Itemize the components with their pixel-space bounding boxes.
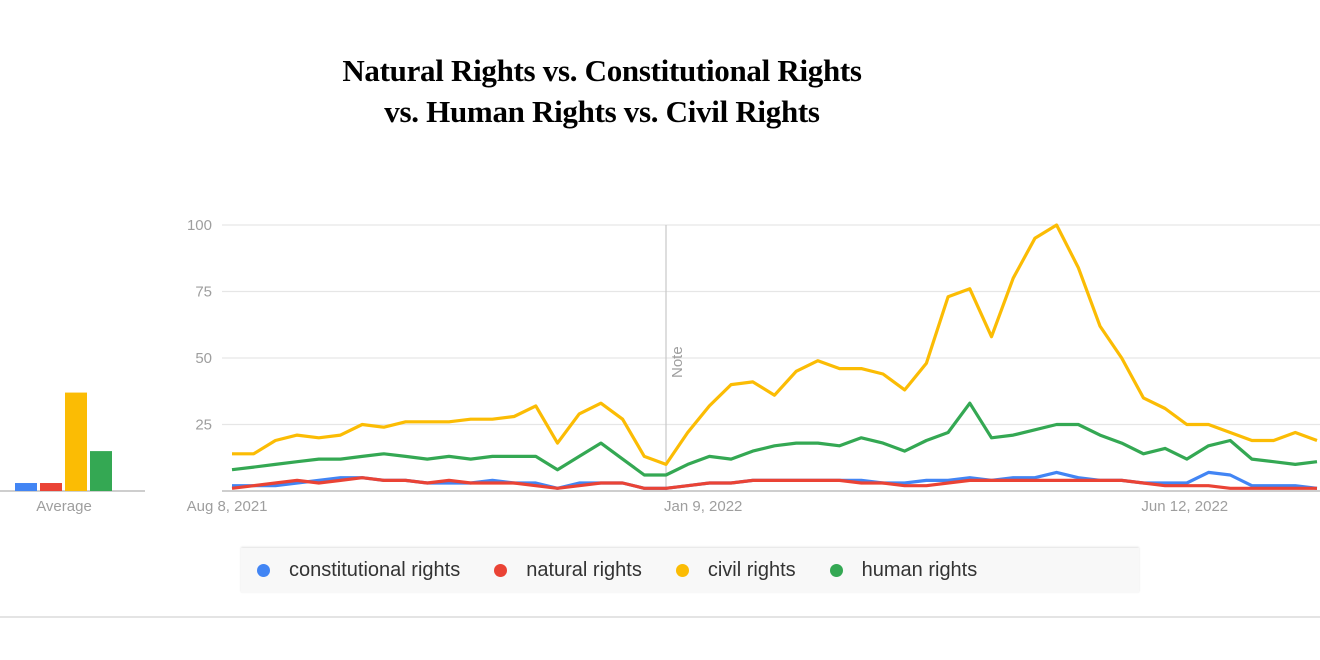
line-human-rights: [231, 401, 1318, 477]
legend-item[interactable]: constitutional rights: [257, 559, 460, 582]
divider: [0, 616, 1320, 618]
legend-label: human rights: [861, 559, 978, 581]
chart-title: Natural Rights vs. Constitutional Rights…: [0, 50, 1204, 132]
average-bar-human-rights: [90, 451, 112, 491]
legend-label: civil rights: [707, 559, 796, 581]
y-tick-label: 25: [195, 417, 212, 434]
average-bar-natural-rights: [40, 483, 62, 491]
legend-label: natural rights: [526, 559, 642, 581]
legend-label: constitutional rights: [289, 559, 461, 581]
y-tick-label: 50: [195, 350, 212, 367]
legend: constitutional rights natural rights civil…: [241, 548, 1139, 593]
legend-item[interactable]: civil rights: [675, 559, 796, 582]
average-bar-constitutional-rights: [15, 483, 37, 491]
average-bar-civil-rights: [65, 392, 87, 491]
title-line-2: vs. Human Rights vs. Civil Rights: [384, 94, 820, 129]
note-label: Note: [669, 346, 686, 378]
legend-dot-icon: [829, 564, 843, 577]
legend-item[interactable]: natural rights: [494, 559, 642, 582]
legend-item[interactable]: human rights: [829, 559, 978, 582]
title-line-1: Natural Rights vs. Constitutional Rights: [342, 53, 862, 88]
x-tick-label: Aug 8, 2021: [187, 498, 268, 515]
line-civil-rights: [232, 223, 1318, 466]
legend-dot-icon: [494, 564, 508, 577]
y-tick-label: 75: [195, 284, 212, 301]
x-tick-label: Jun 12, 2022: [1141, 498, 1228, 515]
legend-dot-icon: [257, 564, 270, 577]
y-tick-label: 100: [187, 217, 212, 234]
line-natural-rights: [231, 476, 1317, 490]
legend-dot-icon: [675, 564, 689, 577]
x-tick-label: Jan 9, 2022: [664, 498, 742, 515]
average-label: Average: [36, 498, 92, 515]
